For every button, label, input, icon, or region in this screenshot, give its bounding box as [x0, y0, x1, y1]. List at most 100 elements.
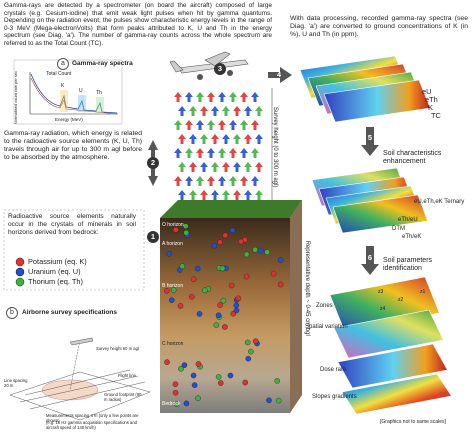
- mineral-dot: [202, 287, 208, 294]
- enhancement-title: Soil characteristics enhancement: [383, 150, 442, 166]
- spectra-label: Total Count: [46, 71, 72, 77]
- survey-note: Measurements spacing 4 m (only a few poi…: [46, 413, 139, 423]
- mineral-dot: [277, 281, 284, 288]
- mineral-dot: [191, 382, 198, 388]
- mineral-dot: [270, 270, 277, 277]
- mineral-dot: [194, 265, 201, 272]
- mineral-dot: [229, 227, 236, 234]
- mineral-dot: [173, 401, 180, 408]
- gamma-arrow: [196, 148, 204, 158]
- gamma-arrow: [222, 134, 230, 144]
- gamma-arrow: [207, 92, 215, 102]
- mineral-dot: [275, 397, 282, 404]
- gamma-arrow: [178, 134, 186, 144]
- mineral-dot: [190, 276, 197, 283]
- horizon-label: B horizon: [162, 283, 184, 289]
- gamma-arrow: [189, 134, 197, 144]
- mineral-dot: [244, 339, 251, 346]
- zone-label: z1: [420, 289, 426, 295]
- mineral-dot: [235, 295, 242, 302]
- gamma-arrow: [211, 190, 219, 200]
- gamma-arrow: [174, 92, 182, 102]
- gamma-arrow: [174, 148, 182, 158]
- layer-label: K: [428, 103, 433, 112]
- gamma-arrow: [207, 176, 215, 186]
- mineral-dot: [227, 372, 234, 379]
- map-layer: [333, 309, 444, 359]
- mineral-dot: [266, 397, 272, 404]
- layer-label: Spatial variation: [305, 324, 348, 330]
- layer-label: Zones: [316, 303, 333, 309]
- sources-text: Radioactive source elements naturally oc…: [8, 213, 136, 236]
- mineral-dot: [228, 282, 235, 289]
- gamma-arrow: [229, 148, 237, 158]
- mineral-dot: [213, 322, 220, 328]
- mineral-dot: [166, 251, 172, 257]
- mineral-dot: [179, 263, 186, 270]
- mineral-dot: [190, 372, 197, 379]
- mineral-dot: [243, 273, 250, 280]
- gamma-arrow: [196, 176, 204, 186]
- legend-dot: [15, 257, 25, 267]
- mineral-dot: [189, 294, 195, 300]
- gamma-arrow: [222, 106, 230, 116]
- gamma-arrow: [218, 176, 226, 186]
- mineral-dot: [215, 374, 222, 380]
- gamma-arrow: [189, 190, 197, 200]
- mineral-dot: [164, 287, 170, 294]
- gamma-arrow: [255, 190, 263, 200]
- horizon-label: C horizon: [162, 341, 184, 347]
- survey-title: Airborne survey specifications: [22, 309, 118, 316]
- survey-note: Survey height 60 m agl: [96, 346, 139, 351]
- processing-text: With data processing, recorded gamma-ray…: [290, 15, 468, 38]
- mineral-dot: [217, 380, 224, 386]
- mineral-dot: [173, 226, 179, 233]
- step-number: 3: [214, 63, 226, 75]
- gamma-arrow: [255, 106, 263, 116]
- mineral-dot: [243, 251, 250, 258]
- gamma-arrow: [233, 106, 241, 116]
- gamma-arrow: [174, 120, 182, 130]
- map-layer: [337, 343, 448, 389]
- gamma-arrow: [211, 162, 219, 172]
- gamma-arrow: [178, 190, 186, 200]
- map-layer: [323, 79, 431, 123]
- gamma-arrow: [189, 106, 197, 116]
- mineral-dot: [217, 302, 223, 308]
- mineral-dot: [277, 257, 284, 263]
- arrow: [268, 67, 292, 83]
- mineral-dot: [182, 223, 189, 229]
- gamma-arrow: [218, 120, 226, 130]
- gamma-arrow: [185, 120, 193, 130]
- layer-label: Dose rate: [320, 367, 347, 373]
- horizon-label: O horizon: [162, 222, 184, 228]
- mineral-dot: [211, 242, 218, 249]
- gamma-arrow: [244, 134, 252, 144]
- gamma-arrow: [185, 148, 193, 158]
- mineral-dot: [217, 239, 223, 246]
- gamma-arrow: [255, 134, 263, 144]
- gamma-arrow: [229, 176, 237, 186]
- survey-note: (e.g. 10 Hz gamma acquisition specificat…: [46, 420, 138, 430]
- radiation-text: Gamma-ray radiation, which energy is rel…: [4, 130, 142, 161]
- gamma-arrow: [178, 106, 186, 116]
- mineral-dot: [172, 381, 179, 387]
- soil-surface: [160, 200, 302, 218]
- layer-label: TC: [431, 111, 441, 120]
- gamma-arrow: [189, 162, 197, 172]
- mineral-dot: [177, 303, 184, 309]
- gamma-arrow: [218, 92, 226, 102]
- mineral-dot: [274, 378, 281, 384]
- mineral-dot: [238, 238, 244, 245]
- step-number: 2: [147, 157, 159, 169]
- legend-label: Thorium (eq. Th): [28, 277, 83, 286]
- mineral-dot: [245, 355, 252, 362]
- x-axis-label: Energy (MeV): [55, 117, 83, 122]
- gamma-arrow: [240, 120, 248, 130]
- survey-note: Line spacing 20 m: [4, 378, 28, 388]
- legend-dot: [15, 267, 25, 277]
- mineral-dot: [233, 302, 240, 309]
- arrow: [361, 127, 379, 156]
- gamma-arrow: [251, 120, 259, 130]
